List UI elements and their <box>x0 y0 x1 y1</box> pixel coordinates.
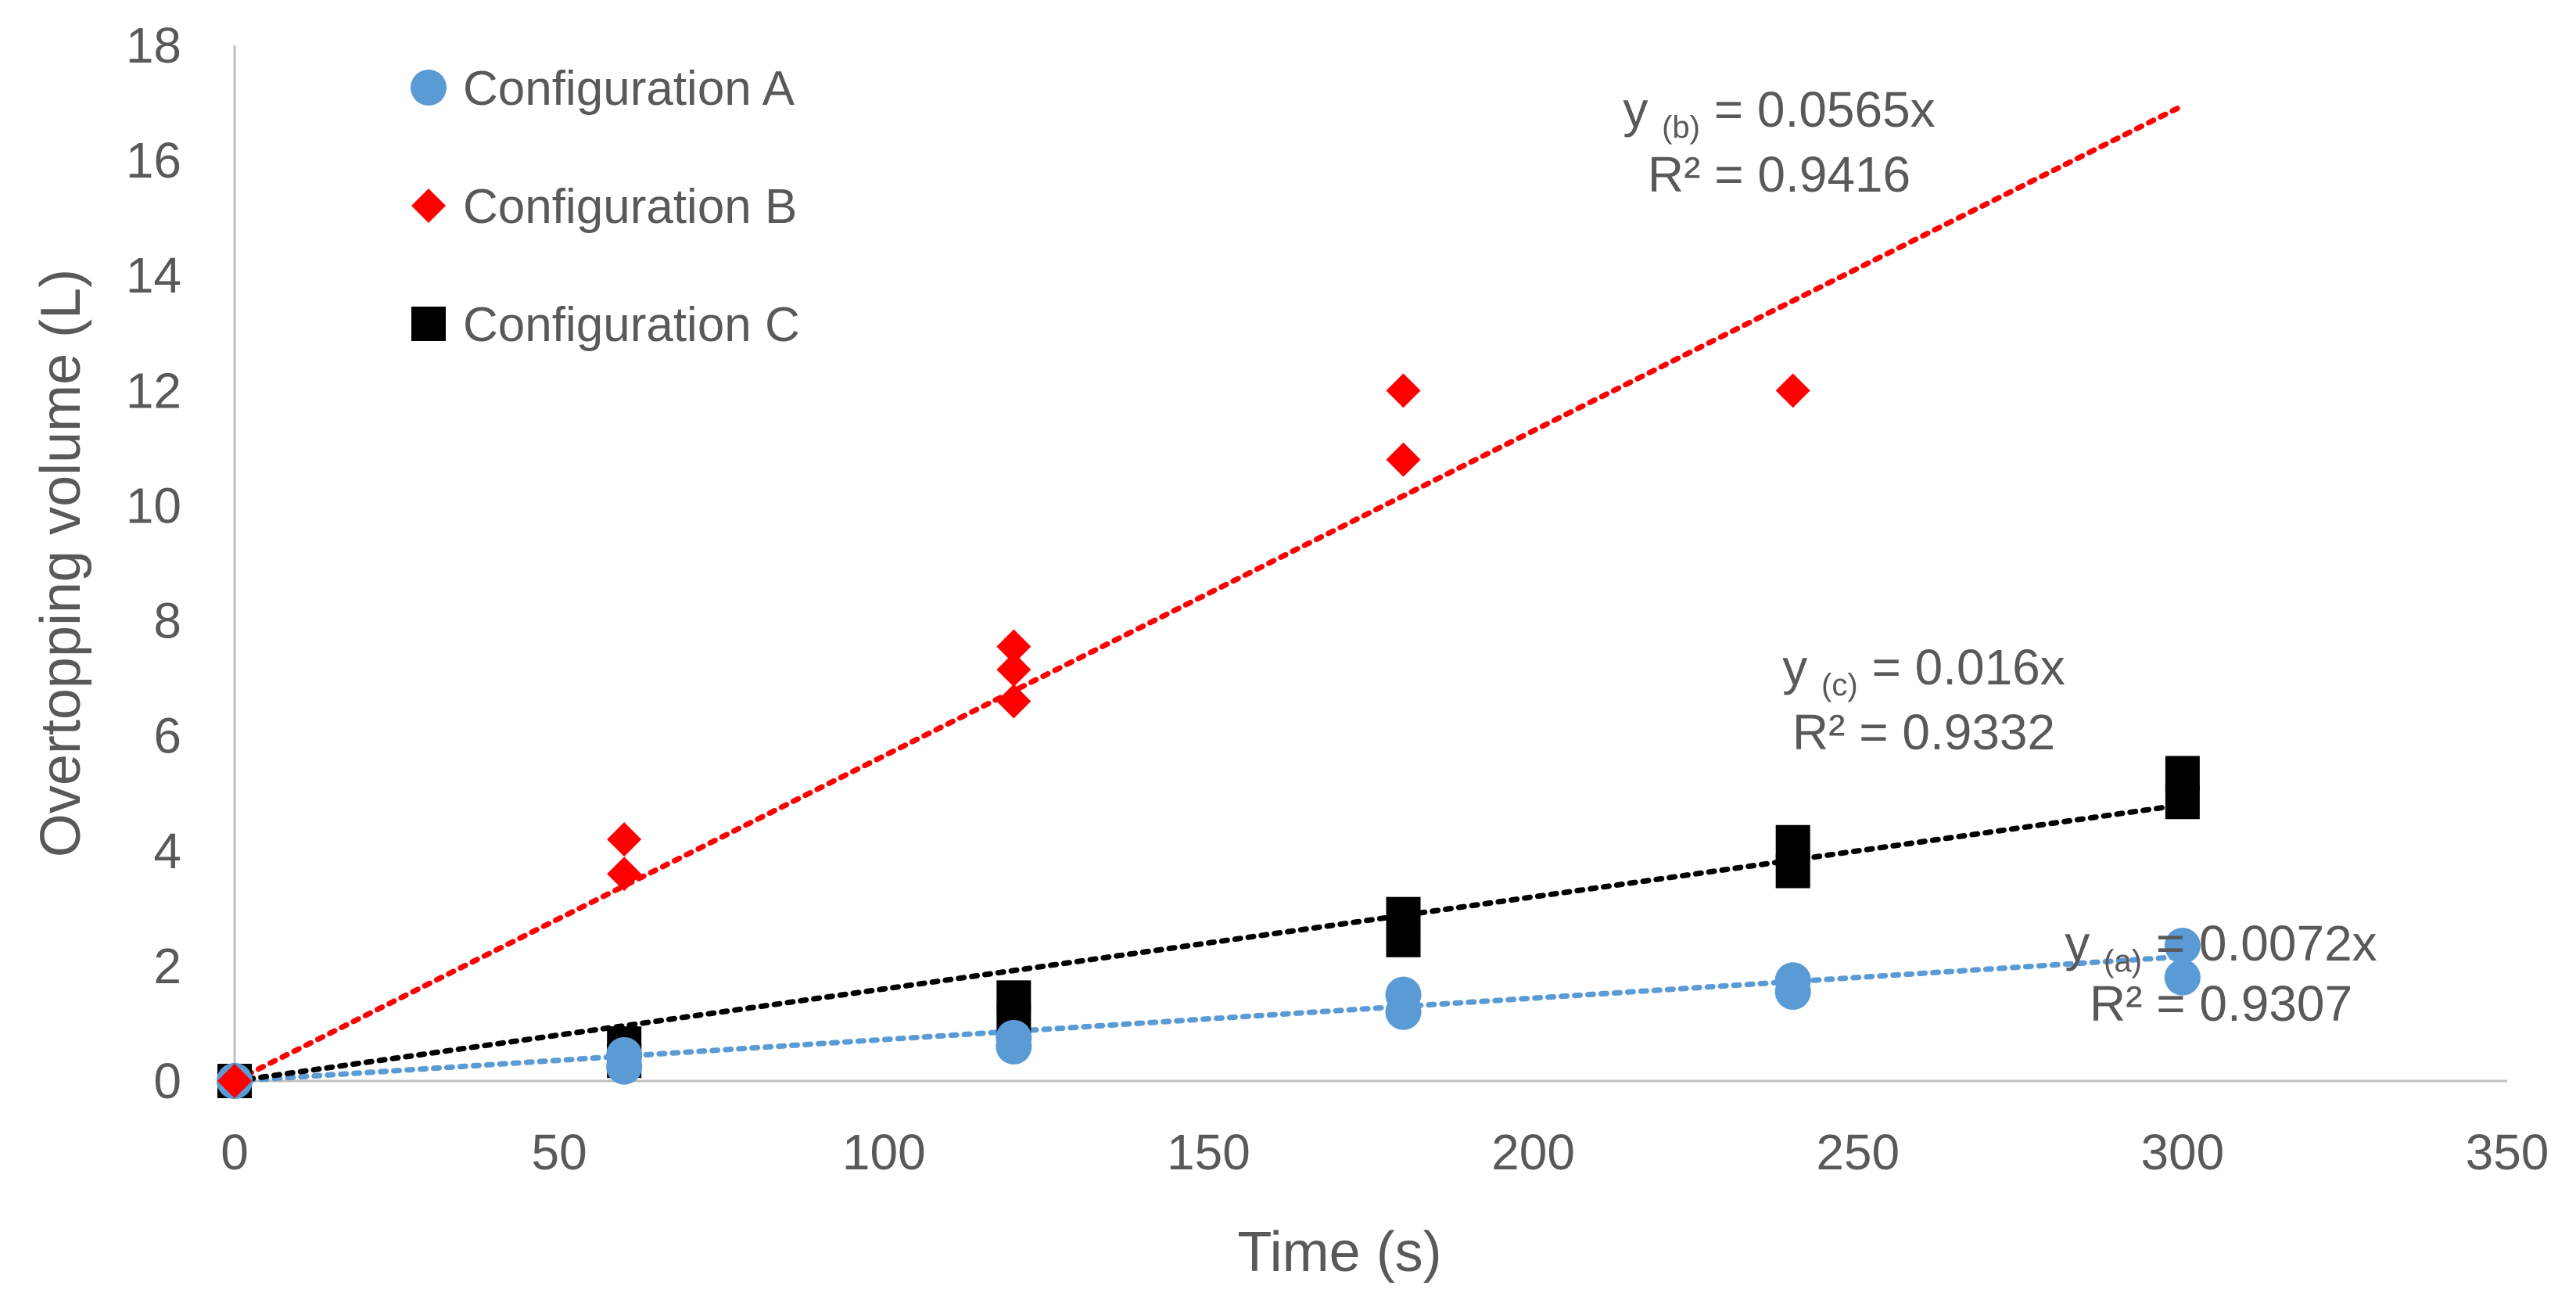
point-diamond <box>217 1064 252 1098</box>
legend-marker-circle <box>411 70 447 106</box>
point-circle <box>1385 976 1422 1013</box>
x-tick-label: 300 <box>2140 1124 2224 1180</box>
x-tick-label: 200 <box>1491 1124 1575 1180</box>
point-diamond <box>607 856 642 892</box>
trendline-r2: R² = 0.9307 <box>2090 975 2352 1032</box>
point-diamond <box>1775 373 1810 408</box>
y-tick-label: 12 <box>126 362 181 418</box>
point-diamond <box>1386 442 1421 477</box>
trendline-equation: y (a) = 0.0072x <box>2065 915 2377 979</box>
point-square <box>996 980 1031 1015</box>
point-square <box>2165 785 2200 820</box>
point-diamond <box>607 822 642 857</box>
data-points <box>217 373 2201 1099</box>
point-square <box>1775 853 1810 889</box>
y-tick-label: 16 <box>126 132 181 189</box>
x-axis-title: Time (s) <box>1237 1221 1441 1284</box>
point-square <box>1386 896 1421 932</box>
axes: 0 50 100 150 200 250 300 350 0 2 4 6 8 10 12 14 16 18 <box>126 17 2549 1180</box>
trendlines <box>231 102 2186 1084</box>
legend-marker-square <box>411 307 446 341</box>
trendline-equation: y (b) = 0.0565x <box>1623 81 1935 145</box>
x-tick-label: 100 <box>842 1124 926 1180</box>
point-square <box>1775 824 1810 860</box>
point-diamond <box>996 652 1031 688</box>
trendline-equation: y (c) = 0.016x <box>1782 639 2065 702</box>
point-circle <box>2164 928 2201 964</box>
y-tick-label: 8 <box>153 593 181 649</box>
trendline-r2: R² = 0.9416 <box>1648 146 1910 203</box>
y-axis-title: Overtopping volume (L) <box>30 269 92 857</box>
y-tick-label: 14 <box>126 247 181 303</box>
point-square <box>2165 756 2200 791</box>
x-tick-label: 350 <box>2466 1124 2549 1180</box>
trendline-diamond <box>231 102 2186 1084</box>
point-circle <box>1774 962 1811 999</box>
x-tick-label: 250 <box>1816 1124 1900 1180</box>
legend-label: Configuration B <box>463 180 797 234</box>
point-diamond <box>996 684 1031 719</box>
legend-label: Configuration C <box>463 298 800 352</box>
trendline-r2: R² = 0.9332 <box>1792 704 2055 760</box>
legend-marker-diamond <box>411 189 446 223</box>
legend: Configuration A Configuration B Configurat… <box>411 62 800 352</box>
x-tick-label: 50 <box>532 1124 587 1180</box>
y-tick-label: 0 <box>153 1053 181 1109</box>
y-tick-label: 10 <box>126 477 181 533</box>
trendline-circle <box>231 953 2186 1084</box>
x-tick-label: 150 <box>1167 1124 1250 1180</box>
x-tick-label: 0 <box>221 1124 249 1180</box>
trendline-square <box>231 802 2186 1084</box>
y-tick-label: 2 <box>153 938 181 994</box>
y-tick-label: 4 <box>153 823 181 879</box>
point-circle <box>606 1036 643 1073</box>
y-tick-label: 18 <box>126 17 181 74</box>
y-tick-label: 6 <box>153 708 181 764</box>
point-diamond <box>1386 373 1421 408</box>
legend-label: Configuration A <box>463 62 795 116</box>
point-circle <box>2164 959 2201 996</box>
point-circle <box>996 1019 1032 1056</box>
point-diamond <box>996 629 1031 664</box>
